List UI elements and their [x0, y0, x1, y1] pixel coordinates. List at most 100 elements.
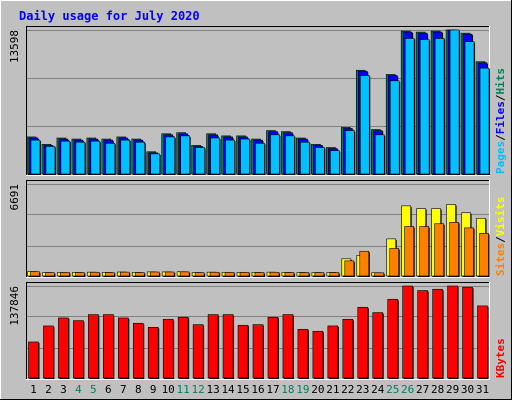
bar-kbytes-day-25: [387, 298, 399, 379]
bar-pages-day-4: [75, 141, 86, 175]
bar-kbytes-day-11: [177, 316, 189, 379]
bar-pages-day-24: [374, 134, 385, 175]
bar-kbytes-day-1: [28, 341, 39, 379]
y-max-label: 13598: [8, 30, 21, 63]
bar-kbytes-day-3: [58, 317, 69, 379]
bar-kbytes-day-17: [267, 316, 279, 379]
x-tick-label-day-19: 19: [296, 383, 309, 396]
x-tick-label-day-25: 25: [386, 383, 399, 396]
bar-kbytes-day-2: [43, 325, 54, 379]
bar-pages-day-6: [105, 142, 116, 175]
bar-pages-day-22: [345, 130, 355, 175]
bar-pages-day-25: [389, 80, 400, 175]
bar-pages-day-27: [419, 39, 430, 175]
bar-kbytes-day-16: [252, 324, 264, 379]
bar-kbytes-day-13: [207, 314, 219, 379]
x-tick-label-day-2: 2: [45, 383, 52, 396]
x-tick-label-day-21: 21: [326, 383, 339, 396]
bar-kbytes-day-20: [312, 330, 324, 379]
bar-sites-day-2: [45, 272, 55, 277]
bar-pages-day-28: [434, 38, 445, 175]
bar-pages-day-11: [180, 135, 190, 175]
bar-sites-day-30: [464, 227, 474, 277]
bar-sites-day-29: [449, 222, 459, 277]
bar-kbytes-day-22: [342, 318, 354, 379]
x-tick-label-day-1: 1: [30, 383, 37, 396]
bar-pages-day-13: [210, 137, 220, 175]
x-tick-label-day-6: 6: [105, 383, 112, 396]
bar-sites-day-26: [404, 226, 414, 277]
bar-kbytes-day-24: [372, 312, 384, 379]
x-tick-label-day-27: 27: [416, 383, 429, 396]
bar-kbytes-day-18: [282, 314, 294, 379]
bar-kbytes-day-4: [73, 320, 84, 379]
bar-pages-day-18: [285, 135, 295, 175]
axis-label-part: Visits: [494, 197, 507, 237]
bar-kbytes-day-19: [297, 328, 309, 379]
bar-sites-day-8: [134, 272, 145, 277]
x-tick-label-day-18: 18: [281, 383, 294, 396]
series-axis-label: Sites/Visits: [494, 197, 507, 277]
bar-sites-day-13: [209, 271, 220, 277]
bar-sites-day-22: [344, 260, 355, 277]
x-tick-label-day-28: 28: [431, 383, 444, 396]
bar-sites-day-3: [60, 272, 70, 277]
bar-pages-day-26: [404, 38, 415, 175]
bar-sites-day-10: [164, 271, 175, 277]
bar-sites-day-4: [75, 272, 85, 277]
bar-kbytes-day-26: [402, 285, 413, 379]
bar-kbytes-day-28: [432, 288, 443, 379]
bar-pages-day-2: [45, 146, 56, 175]
bar-pages-day-29: [449, 29, 460, 175]
axis-label-part: Sites: [494, 243, 507, 276]
bar-pages-day-20: [315, 147, 325, 175]
bar-sites-day-17: [269, 271, 280, 277]
bar-sites-day-19: [299, 272, 310, 277]
bar-sites-day-16: [254, 272, 265, 277]
x-tick-label-day-9: 9: [150, 383, 157, 396]
bar-kbytes-day-12: [192, 324, 204, 379]
bar-sites-day-15: [239, 272, 250, 277]
series-axis-label: Pages/Files/Hits: [494, 68, 507, 174]
x-tick-label-day-29: 29: [446, 383, 459, 396]
bar-kbytes-day-30: [462, 286, 473, 379]
panel-visits_sites: 6691 Sites/Visits: [8, 180, 507, 278]
x-tick-label-day-7: 7: [120, 383, 127, 396]
y-max-label: 137846: [8, 286, 21, 326]
bar-kbytes-day-23: [357, 306, 369, 379]
x-tick-label-day-5: 5: [90, 383, 97, 396]
y-max-label: 6691: [8, 184, 21, 211]
panel-kbytes: 137846 KBytes: [8, 282, 507, 380]
series-axis-label: KBytes: [494, 338, 507, 378]
bar-sites-day-11: [179, 271, 190, 277]
x-tick-label-day-15: 15: [236, 383, 249, 396]
bar-pages-day-7: [120, 139, 131, 175]
bar-sites-day-25: [389, 248, 400, 277]
bar-sites-day-20: [314, 272, 325, 277]
bar-pages-day-5: [90, 140, 101, 175]
x-tick-label-day-24: 24: [371, 383, 385, 396]
bar-kbytes-day-15: [237, 324, 249, 379]
x-tick-label-day-22: 22: [341, 383, 354, 396]
bar-pages-day-30: [464, 41, 475, 175]
bar-kbytes-day-6: [103, 314, 114, 379]
x-tick-label-day-13: 13: [206, 383, 219, 396]
chart-title: Daily usage for July 2020: [19, 9, 200, 23]
x-tick-label-day-14: 14: [221, 383, 235, 396]
bar-sites-day-1: [30, 271, 40, 277]
x-tick-label-day-3: 3: [60, 383, 67, 396]
bar-pages-day-16: [255, 142, 265, 175]
x-axis-labels: 1 2 3 4 5 6 7 8 9 10 11 12 13 14 15 16 17 18 19 20 21 22 23 24 2…: [30, 383, 489, 396]
bar-sites-day-5: [90, 271, 100, 277]
bar-kbytes-day-31: [477, 305, 488, 379]
bar-sites-day-14: [224, 272, 235, 277]
bar-kbytes-day-10: [162, 318, 174, 379]
bar-kbytes-day-7: [117, 317, 129, 379]
axis-label-part: Hits: [494, 68, 507, 95]
bar-pages-day-9: [150, 153, 161, 175]
bar-kbytes-day-29: [447, 285, 458, 379]
axis-label-part: /: [494, 236, 507, 243]
bar-pages-day-17: [270, 134, 280, 175]
axis-label-part: Pages: [494, 141, 507, 174]
axis-label-part: Files: [494, 101, 507, 134]
